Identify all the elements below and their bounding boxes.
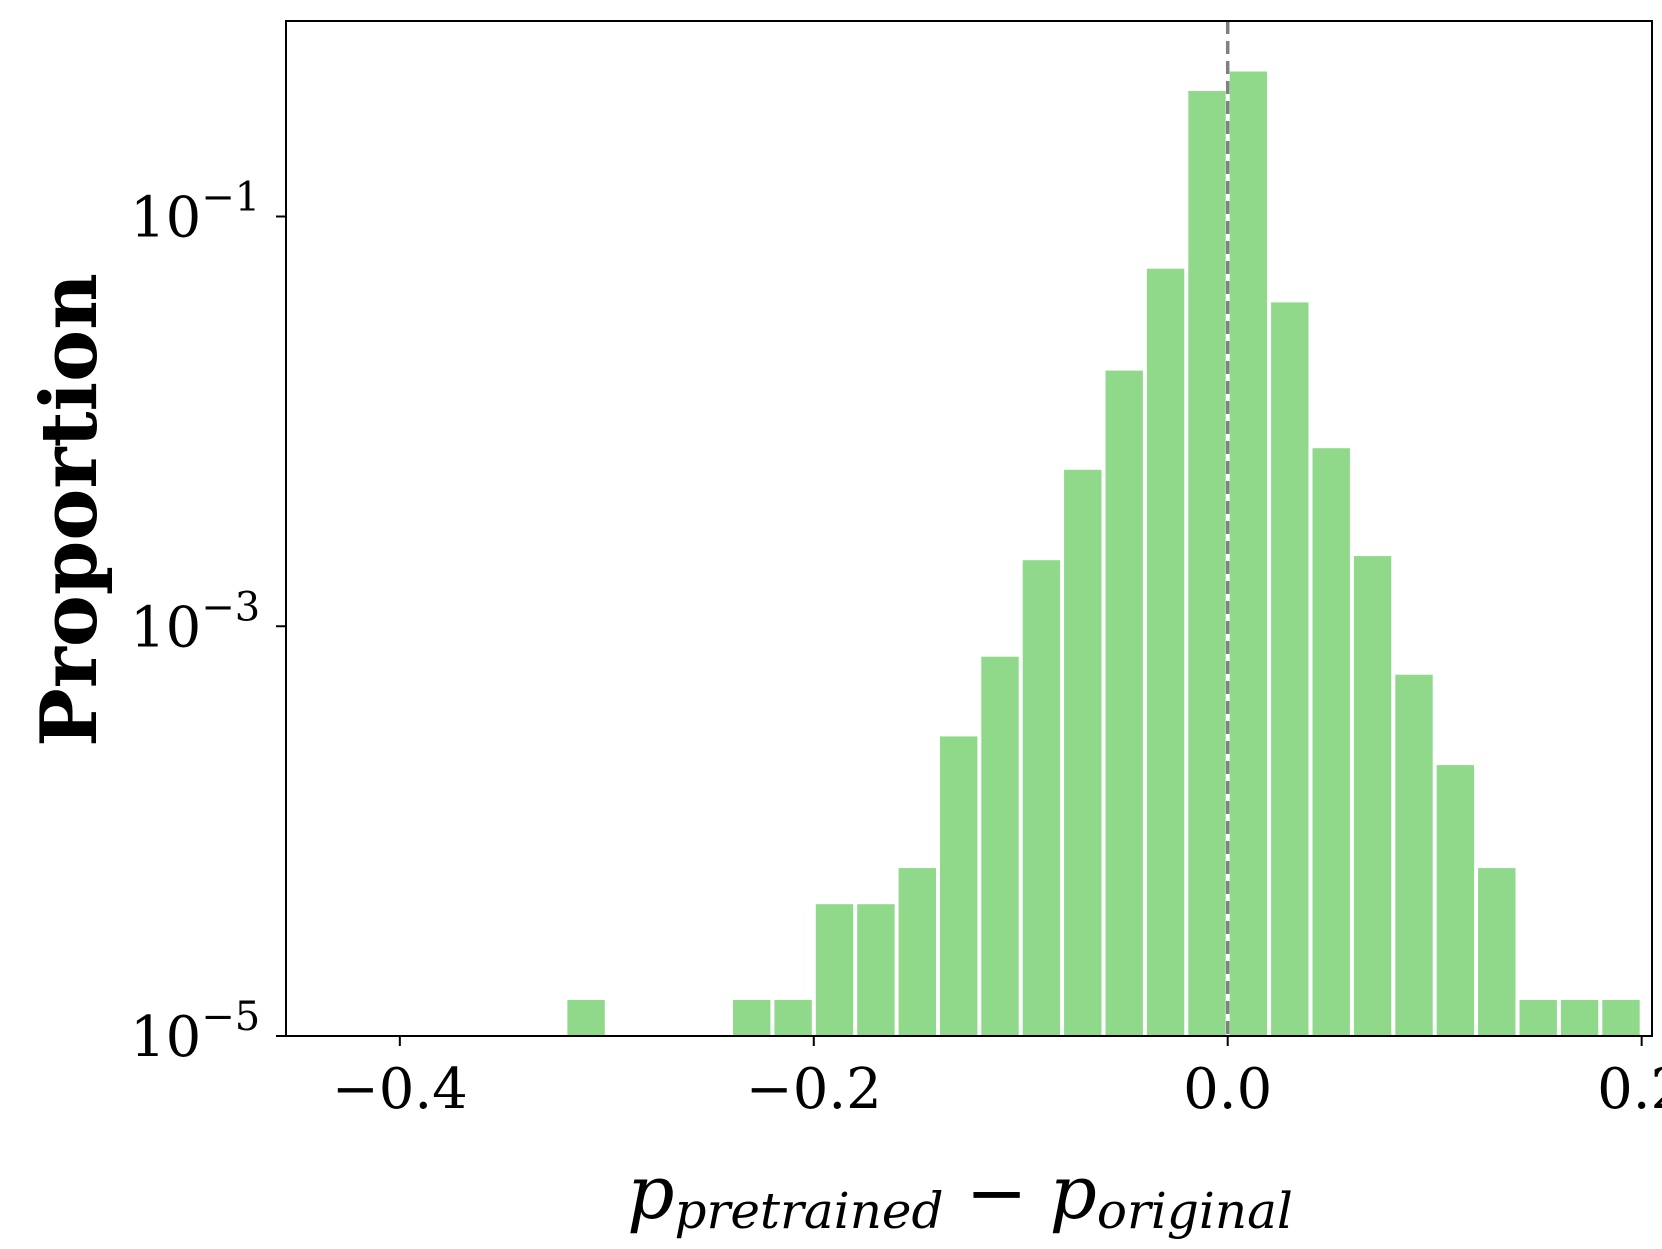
histogram-bar [815, 904, 854, 1036]
histogram-bar [1064, 469, 1102, 1036]
x-title-sub1: pretrained [674, 1182, 943, 1240]
x-tick-label: 0.2 [1597, 1057, 1662, 1122]
x-tick-label: −0.4 [332, 1057, 468, 1122]
histogram-bar [981, 656, 1019, 1036]
histogram-bar [1022, 560, 1061, 1036]
histogram-bar [1436, 765, 1475, 1036]
x-title-operator: − [966, 1150, 1028, 1236]
histogram-bar [898, 868, 936, 1036]
histogram-bar [1395, 674, 1433, 1036]
x-axis-ticks: −0.4 −0.2 0.0 0.2 [332, 1036, 1662, 1122]
histogram-bar [1188, 91, 1226, 1036]
y-tick-label: 10−1 [130, 175, 260, 251]
y-tick-label: 10−5 [130, 994, 260, 1070]
bars-group [567, 71, 1640, 1037]
histogram-bar [1602, 999, 1640, 1036]
x-title-sub2: original [1097, 1182, 1293, 1240]
histogram-bar [1519, 999, 1557, 1036]
histogram-bar [1229, 71, 1268, 1036]
histogram-bar [1105, 370, 1143, 1037]
x-title-var2: p [1050, 1150, 1097, 1236]
histogram-bar [857, 904, 895, 1036]
histogram-bar [1312, 448, 1350, 1036]
histogram-bar [940, 736, 978, 1036]
histogram-bar [1478, 868, 1516, 1036]
histogram-bar [774, 999, 812, 1036]
histogram-bar [1353, 556, 1392, 1036]
y-axis-ticks: 10−1 10−3 10−5 [130, 175, 286, 1070]
histogram-bar [1560, 999, 1599, 1036]
x-title-var1: p [627, 1150, 674, 1236]
x-tick-label: −0.2 [746, 1057, 882, 1122]
x-tick-label: 0.0 [1183, 1057, 1272, 1122]
histogram-bar [1146, 268, 1185, 1036]
y-axis-title: Proportion [24, 273, 115, 747]
y-tick-label: 10−3 [130, 584, 260, 660]
histogram-bar [1271, 302, 1309, 1036]
plot-frame [285, 20, 1653, 1037]
histogram-bar [567, 999, 605, 1036]
histogram-bar [733, 999, 771, 1036]
x-axis-title: ppretrained − poriginal [627, 1150, 1293, 1240]
